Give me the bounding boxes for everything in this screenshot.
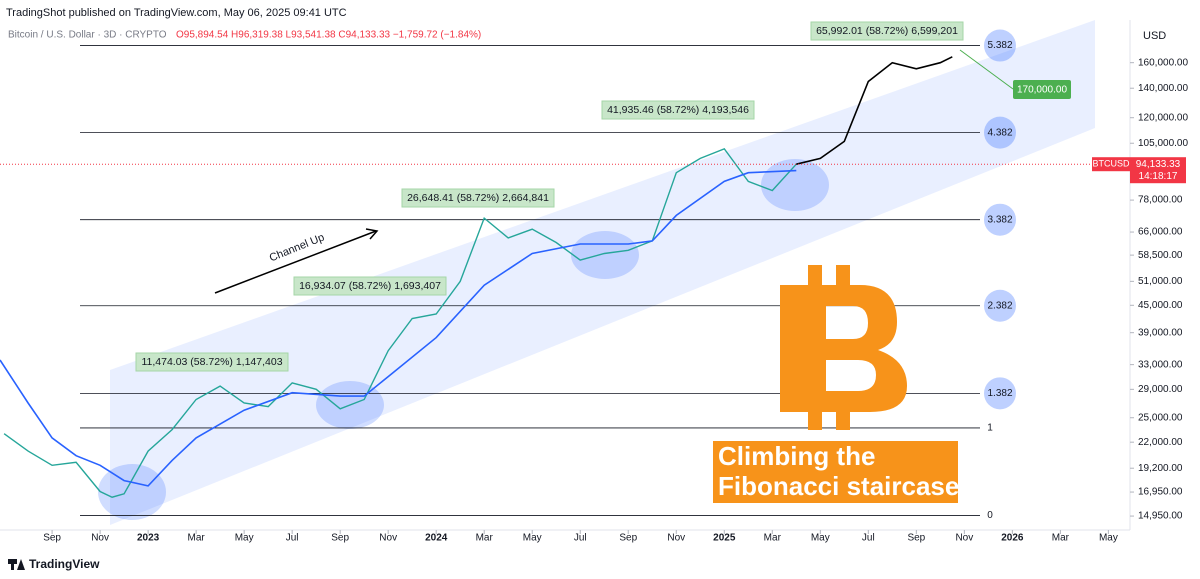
annotation-box xyxy=(810,21,964,41)
fib-badge xyxy=(984,289,1016,322)
fib-badge xyxy=(984,377,1016,410)
x-tick-label: May xyxy=(1099,533,1118,544)
x-tick-label: Nov xyxy=(667,533,685,544)
y-tick-label: 120,000.00 xyxy=(1138,112,1188,123)
symbol: Bitcoin / U.S. Dollar · 3D · CRYPTO xyxy=(8,30,167,41)
symbol-tag xyxy=(1092,157,1130,172)
fib-badge xyxy=(984,203,1016,236)
highlight xyxy=(761,159,829,211)
y-tick-label: 22,000.00 xyxy=(1138,437,1183,448)
price-tag xyxy=(1130,157,1186,184)
x-tick-label: 2025 xyxy=(713,533,736,544)
target-line xyxy=(959,49,1014,90)
x-tick-label: May xyxy=(811,533,830,544)
annotation-box xyxy=(293,276,447,296)
fib-label: 1.382 xyxy=(987,388,1012,399)
annotation-box xyxy=(601,100,755,120)
x-tick-label: Jul xyxy=(286,533,299,544)
x-tick-label: May xyxy=(235,533,254,544)
fib-label: 1 xyxy=(987,423,993,434)
annotation: 41,935.46 (58.72%) 4,193,546 xyxy=(607,104,749,116)
x-tick-label: Sep xyxy=(907,533,925,544)
x-tick-label: Sep xyxy=(331,533,349,544)
y-tick-label: 19,200.00 xyxy=(1138,463,1183,474)
y-tick-label: 140,000.00 xyxy=(1138,83,1188,94)
logo-part xyxy=(17,559,25,570)
symbol-tag-text: BTCUSD xyxy=(1092,159,1130,169)
y-tick-label: 16,950.00 xyxy=(1138,487,1183,498)
countdown: 14:18:17 xyxy=(1139,171,1178,182)
ohlc: O95,894.54 H96,319.38 L93,541.38 C94,133… xyxy=(176,30,481,41)
y-tick-label: 58,500.00 xyxy=(1138,250,1183,261)
logo-part xyxy=(836,265,850,290)
footer: TradingView xyxy=(29,557,100,571)
x-tick-label: 2023 xyxy=(137,533,160,544)
fib-label: 5.382 xyxy=(987,40,1012,51)
x-tick-label: Jul xyxy=(574,533,587,544)
price-line xyxy=(0,169,797,487)
price-tag-text: 94,133.33 xyxy=(1136,159,1181,170)
annotation-box xyxy=(135,352,289,372)
x-tick-label: Nov xyxy=(91,533,109,544)
x-tick-label: Nov xyxy=(955,533,973,544)
x-tick-label: Sep xyxy=(43,533,61,544)
x-tick-label: Sep xyxy=(619,533,637,544)
x-tick-label: Mar xyxy=(188,533,206,544)
x-tick-label: May xyxy=(523,533,542,544)
y-tick-label: 29,000.00 xyxy=(1138,384,1183,395)
x-tick-label: Mar xyxy=(1052,533,1070,544)
y-tick-label: 33,000.00 xyxy=(1138,359,1183,370)
price-line xyxy=(3,147,797,498)
fib-badge xyxy=(984,29,1016,62)
caption-box xyxy=(713,441,958,503)
publisher: TradingShot published on TradingView.com… xyxy=(6,7,347,19)
x-tick-label: 2026 xyxy=(1001,533,1024,544)
bitcoin-logo xyxy=(780,265,907,430)
annotation: 16,934.07 (58.72%) 1,693,407 xyxy=(299,280,441,292)
x-tick-label: Mar xyxy=(764,533,782,544)
x-tick-label: Jul xyxy=(862,533,875,544)
currency: USD xyxy=(1143,30,1166,42)
arrow xyxy=(214,230,377,294)
channel xyxy=(110,20,1095,525)
y-tick-label: 78,000.00 xyxy=(1138,195,1183,206)
y-tick-label: 66,000.00 xyxy=(1138,227,1183,238)
target-box xyxy=(1013,80,1071,99)
fib-label: 2.382 xyxy=(987,300,1012,311)
y-tick-label: 39,000.00 xyxy=(1138,327,1183,338)
annotation: 26,648.41 (58.72%) 2,664,841 xyxy=(407,192,549,204)
logo-part xyxy=(808,265,822,290)
annotation: 65,992.01 (58.72%) 6,599,201 xyxy=(816,25,958,37)
fib-label: 0 xyxy=(987,510,993,521)
logo-part xyxy=(780,285,907,412)
annotation: 11,474.03 (58.72%) 1,147,403 xyxy=(141,356,282,368)
annotation-box xyxy=(401,188,555,208)
caption: Climbing the xyxy=(718,441,875,471)
plot: 160,000.00 140,000.00 120,000.00 105,000.00… xyxy=(0,21,1188,544)
y-tick-label: 51,000.00 xyxy=(1138,276,1183,287)
y-tick-label: 160,000.00 xyxy=(1138,57,1188,68)
fib-badge xyxy=(984,116,1016,149)
y-tick-label: 25,000.00 xyxy=(1138,412,1183,423)
fib-label: 4.382 xyxy=(987,127,1012,138)
highlight xyxy=(571,231,639,279)
y-tick-label: 14,950.00 xyxy=(1138,511,1183,522)
y-tick-label: 105,000.00 xyxy=(1138,138,1188,149)
target-label: 170,000.00 xyxy=(1017,85,1067,96)
x-tick-label: 2024 xyxy=(425,533,448,544)
footer-logo xyxy=(8,559,25,570)
logo-part xyxy=(11,559,14,570)
x-tick-label: Nov xyxy=(379,533,397,544)
fib-label: 3.382 xyxy=(987,214,1012,225)
highlight xyxy=(98,464,166,520)
arrow-head xyxy=(365,228,379,240)
price-line xyxy=(796,56,953,165)
caption: Fibonacci staircase xyxy=(718,471,959,501)
y-tick-label: 45,000.00 xyxy=(1138,300,1183,311)
x-tick-label: Mar xyxy=(476,533,494,544)
